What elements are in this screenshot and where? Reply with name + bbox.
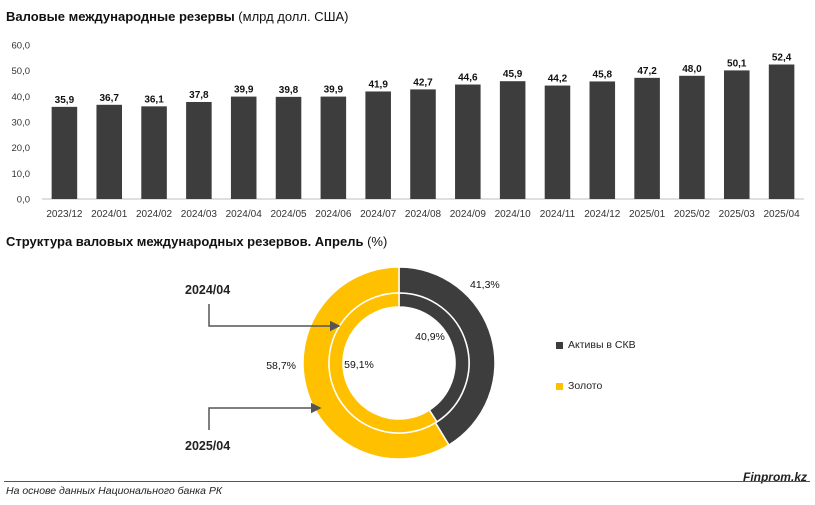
bar-value-label: 36,7 — [100, 93, 120, 104]
bar-chart: 0,0 10,0 20,0 30,0 40,0 50,0 60,0 35,9 2023/12 36… — [12, 41, 804, 220]
bar-value-label: 36,1 — [144, 94, 164, 105]
bar — [230, 96, 257, 199]
bar — [51, 106, 78, 199]
donut-chart-title-main: Структура валовых международных резервов… — [6, 234, 364, 249]
bar — [679, 75, 705, 199]
x-tick-label: 2025/04 — [764, 209, 801, 220]
outer-ring-arrow — [208, 304, 341, 332]
legend-swatch-fx — [556, 341, 563, 349]
bar-value-label: 45,9 — [503, 69, 523, 80]
y-tick-label: 0,0 — [17, 195, 30, 206]
x-tick-label: 2024/07 — [360, 209, 397, 220]
callout-arrows — [208, 304, 341, 430]
bar-chart-title-unit: (млрд долл. США) — [234, 9, 349, 24]
x-tick-label: 2024/04 — [226, 209, 263, 220]
x-tick-label: 2024/10 — [495, 209, 532, 220]
bar-value-label: 39,8 — [279, 85, 299, 96]
legend-swatch-gold — [556, 382, 563, 390]
bar — [410, 89, 436, 199]
bar-chart-title-main: Валовые международные резервы — [6, 9, 235, 24]
x-tick-label: 2024/03 — [181, 209, 218, 220]
bar — [96, 104, 123, 199]
bar-value-label: 41,9 — [368, 79, 388, 90]
bar — [275, 96, 302, 199]
x-tick-label: 2024/02 — [136, 209, 173, 220]
bar-value-label: 45,8 — [593, 69, 613, 80]
x-tick-label: 2023/12 — [46, 209, 83, 220]
bar — [723, 70, 750, 199]
bar-value-label: 44,6 — [458, 73, 478, 84]
bar — [320, 96, 347, 199]
slice-value-label: 41,3% — [470, 279, 500, 291]
inner-ring-arrow — [208, 402, 322, 430]
legend-label-fx: Активы в СКВ — [568, 339, 636, 351]
x-tick-label: 2024/05 — [270, 209, 307, 220]
donut-chart-title: Структура валовых международных резервов… — [6, 234, 387, 249]
bar-chart-title: Валовые международные резервы (млрд долл… — [6, 9, 349, 24]
y-tick-label: 30,0 — [12, 118, 31, 129]
donut-chart-title-unit: (%) — [363, 234, 388, 249]
x-tick-label: 2024/11 — [540, 209, 576, 220]
inner-ring-callout-label: 2025/04 — [185, 439, 231, 453]
x-tick-label: 2024/09 — [450, 209, 487, 220]
x-tick-label: 2024/12 — [584, 209, 621, 220]
y-tick-label: 40,0 — [12, 92, 31, 103]
bar-value-label: 52,4 — [772, 53, 792, 64]
bar-value-label: 42,7 — [413, 77, 433, 88]
bar — [544, 85, 571, 199]
slice-value-label: 58,7% — [266, 360, 296, 372]
x-tick-label: 2025/03 — [719, 209, 756, 220]
legend-label-gold: Золото — [568, 380, 603, 392]
y-tick-label: 60,0 — [12, 41, 31, 52]
bar-value-label: 39,9 — [234, 85, 254, 96]
bar — [634, 77, 660, 199]
bar — [589, 81, 616, 199]
y-tick-label: 20,0 — [12, 143, 31, 154]
y-tick-label: 50,0 — [12, 66, 31, 77]
slice-value-label: 59,1% — [344, 359, 374, 371]
bar-value-label: 37,8 — [189, 90, 209, 101]
slice-value-label: 40,9% — [415, 331, 445, 343]
bar — [141, 106, 167, 199]
bar — [455, 84, 481, 199]
outer-ring-callout-label: 2024/04 — [185, 283, 231, 297]
legend-item-gold: Золото — [556, 380, 602, 392]
x-tick-label: 2024/06 — [315, 209, 352, 220]
bar-value-label: 39,9 — [324, 85, 344, 96]
donut-slice — [328, 292, 438, 434]
x-tick-label: 2024/08 — [405, 209, 442, 220]
footer-divider — [4, 481, 810, 482]
bar-value-label: 35,9 — [55, 95, 75, 106]
bar-value-label: 48,0 — [682, 64, 702, 75]
y-tick-label: 10,0 — [12, 169, 31, 180]
legend-item-fx: Активы в СКВ — [556, 339, 636, 351]
x-tick-label: 2025/01 — [629, 209, 666, 220]
donut-chart: 41,3% 58,7% 40,9% 59,1% — [208, 266, 500, 460]
bar — [768, 64, 795, 199]
x-tick-label: 2024/01 — [91, 209, 128, 220]
bar-value-label: 47,2 — [637, 66, 657, 77]
bar-value-label: 50,1 — [727, 58, 747, 69]
x-tick-label: 2025/02 — [674, 209, 711, 220]
source-note: На основе данных Национального банка РК — [6, 485, 223, 497]
brand-logo-text: Finprom.kz — [742, 470, 807, 484]
bar — [186, 101, 212, 199]
bar — [365, 91, 391, 199]
bar — [499, 81, 526, 199]
bar-value-label: 44,2 — [548, 74, 568, 85]
